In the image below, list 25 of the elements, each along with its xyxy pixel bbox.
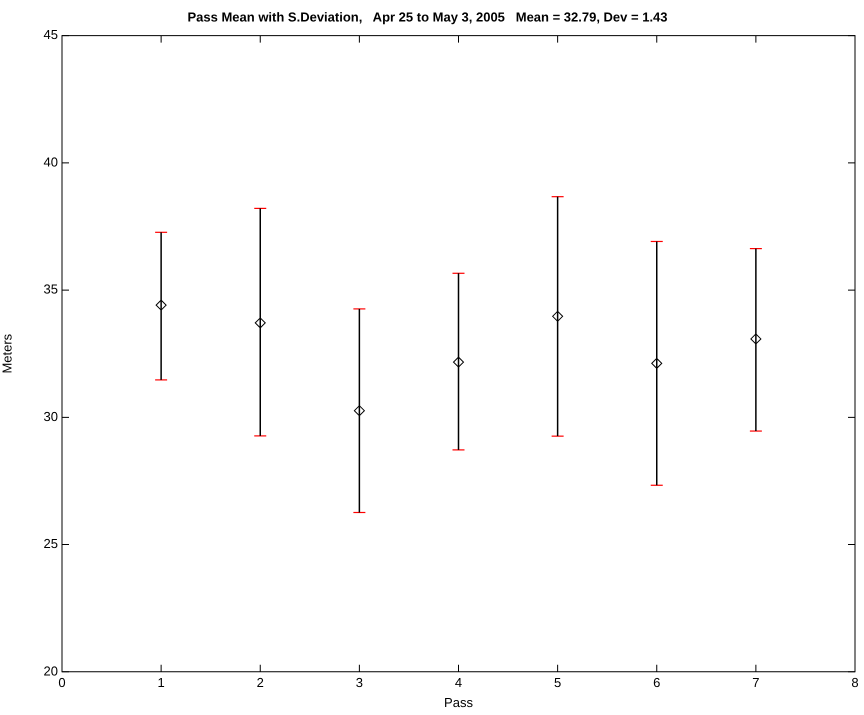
x-tick-label: 2 [256,675,264,690]
x-tick-label: 7 [752,675,760,690]
y-axis-title: Meters [0,333,14,374]
x-tick-label: 6 [653,675,660,690]
x-tick-label: 0 [58,675,66,690]
x-tick-label: 1 [158,675,165,690]
chart-title: Pass Mean with S.Deviation, Apr 25 to May 3, 2005 Mean = 32.79, Dev = 1.43 [187,9,668,24]
x-tick-label: 8 [851,675,859,690]
y-tick-label: 30 [44,408,58,424]
y-tick-label: 40 [44,154,58,170]
x-axis-title: Pass [444,694,474,710]
point [354,405,365,416]
point [750,333,762,344]
x-tick-label: 3 [356,675,363,690]
y-tick-label: 25 [44,536,58,552]
point [552,310,564,322]
x-tick-label: 5 [554,675,562,690]
y-tick-label: 45 [44,27,58,42]
point [254,317,266,328]
x-tick-label: 4 [454,675,462,690]
point [453,356,464,368]
point [156,300,167,311]
point [651,358,662,369]
y-tick-label: 20 [44,663,58,678]
y-tick-label: 35 [44,282,58,297]
